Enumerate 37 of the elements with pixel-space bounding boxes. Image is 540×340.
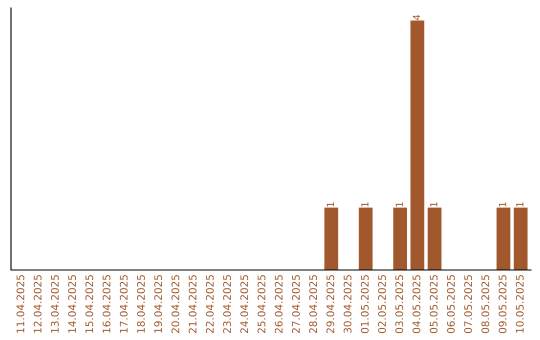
x-tick-label: 02.05.2025 [378, 275, 386, 334]
x-tick-label: 09.05.2025 [498, 275, 506, 334]
data-label: 1 [430, 202, 438, 207]
data-label: 1 [326, 202, 334, 207]
x-tick-label: 12.04.2025 [34, 275, 42, 333]
x-tick-label: 15.04.2025 [85, 275, 94, 333]
x-tick-label: 26.04.2025 [274, 275, 283, 334]
data-label: 1 [396, 202, 403, 207]
x-tick-label: 24.04.2025 [240, 275, 248, 334]
x-tick-label: 04.05.2025 [412, 275, 420, 334]
x-tick-label: 25.04.2025 [258, 275, 266, 334]
x-tick-label: 06.05.2025 [446, 275, 455, 334]
data-label: 1 [499, 202, 506, 207]
x-tick-label: 05.05.2025 [430, 275, 438, 334]
x-tick-label: 21.04.2025 [188, 275, 197, 334]
data-label: 4 [412, 14, 420, 20]
x-tick-label: 01.05.2025 [360, 275, 369, 334]
x-tick-label: 30.04.2025 [344, 275, 352, 334]
x-tick-label: 18.04.2025 [137, 275, 145, 333]
x-tick-label: 23.04.2025 [223, 275, 231, 334]
x-tick-label: 13.04.2025 [50, 275, 59, 333]
x-tick-label: 14.04.2025 [68, 275, 76, 333]
x-tick-label: 27.04.2025 [292, 275, 300, 334]
x-tick-label: 22.04.2025 [206, 275, 214, 334]
data-label: 1 [516, 202, 524, 207]
x-tick-label: 19.04.2025 [154, 275, 162, 333]
x-tick-label: 08.05.2025 [481, 275, 490, 334]
data-label: 1 [361, 202, 368, 207]
x-tick-label: 16.04.2025 [102, 275, 110, 333]
x-tick-label: 11.04.2025 [16, 275, 24, 333]
x-tick-label: 10.05.2025 [516, 275, 524, 333]
x-tick-label: 29.04.2025 [326, 275, 334, 334]
x-tick-label: 03.05.2025 [395, 275, 404, 334]
x-tick-label: 07.05.2025 [464, 275, 472, 334]
x-tick-label: 28.04.2025 [309, 275, 318, 334]
x-tick-label: 17.04.2025 [120, 275, 128, 333]
x-tick-label: 20.04.2025 [171, 275, 180, 334]
